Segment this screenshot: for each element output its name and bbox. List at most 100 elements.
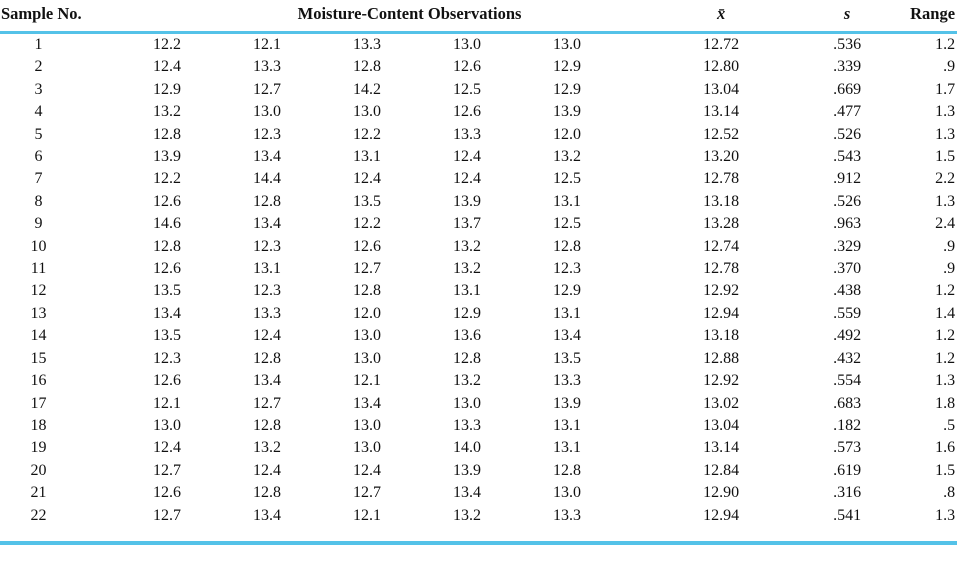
range-cell: 2.4 [935,215,956,233]
observation-cell: 12.2 [153,36,181,53]
range-cell: 1.2 [935,327,956,345]
stddev-cell: .683 [833,394,862,412]
stddev-cell: .536 [833,36,862,53]
sample-no-cell: 13 [30,304,47,322]
range-cell: 2.2 [935,170,956,188]
stddev-cell: .963 [833,215,862,233]
sample-no-cell: 9 [34,215,43,233]
observation-cell: 13.4 [153,304,181,322]
range-cell: 1.6 [935,439,956,457]
table-row: 11 12.6 13.1 12.7 13.2 12.3 12.78 .370 .9 [0,258,957,280]
observation-cell: 12.9 [553,58,582,76]
range-cell: .5 [943,416,956,434]
range-cell: 1.5 [935,148,956,166]
observation-cell: 13.1 [553,416,582,434]
observation-cell: 12.2 [153,170,181,188]
observation-cell: 12.4 [153,439,181,457]
observation-cell: 13.3 [253,304,281,322]
observation-cell: 12.4 [353,461,381,479]
sample-no-cell: 12 [30,282,47,300]
observation-cell: 12.4 [153,58,181,76]
observation-cell: 12.2 [353,215,381,233]
table-row: 1 12.2 12.1 13.3 13.0 13.0 12.72 .536 1.2 [0,33,957,57]
range-cell: 1.3 [935,103,956,121]
mean-cell: 12.94 [703,506,740,524]
mean-cell: 12.72 [703,36,740,53]
observation-cell: 13.6 [453,327,481,345]
observation-cell: 12.7 [353,260,381,278]
table-row: 20 12.7 12.4 12.4 13.9 12.8 12.84 .619 1.5 [0,460,957,482]
range-cell: 1.4 [935,304,956,322]
observation-cell: 12.8 [253,192,281,210]
observation-cell: 13.5 [153,327,181,345]
table-row: 12 13.5 12.3 12.8 13.1 12.9 12.92 .438 1.2 [0,280,957,302]
observation-cell: 12.6 [453,58,481,76]
stddev-cell: .477 [833,103,862,121]
observation-cell: 12.9 [553,282,582,300]
observation-cell: 13.0 [253,103,281,121]
mean-cell: 12.90 [703,484,740,502]
stddev-cell: .182 [833,416,862,434]
observation-cell: 13.1 [353,148,381,166]
observation-cell: 13.0 [153,416,181,434]
observation-cell: 13.0 [453,394,481,412]
range-cell: 1.2 [935,282,956,300]
observation-cell: 13.5 [153,282,181,300]
observation-cell: 12.3 [553,260,582,278]
observation-cell: 13.1 [453,282,481,300]
observation-cell: 14.2 [353,80,381,98]
observation-cell: 12.1 [353,506,381,524]
mean-cell: 12.78 [703,260,740,278]
range-cell: 1.2 [935,349,956,367]
observation-cell: 12.8 [253,349,281,367]
stddev-cell: .573 [833,439,862,457]
observation-cell: 13.3 [453,125,481,143]
observation-cell: 13.5 [553,349,582,367]
stddev-cell: .339 [833,58,862,76]
observation-cell: 12.9 [453,304,481,322]
range-cell: 1.8 [935,394,956,412]
mean-cell: 13.04 [703,416,740,434]
observation-cell: 13.0 [553,484,582,502]
observation-cell: 12.4 [453,148,481,166]
stddev-cell: .526 [833,125,862,143]
observation-cell: 12.6 [153,484,181,502]
observation-cell: 13.4 [353,394,381,412]
observation-cell: 13.0 [353,439,381,457]
range-cell: 1.3 [935,125,956,143]
table-row: 5 12.8 12.3 12.2 13.3 12.0 12.52 .526 1.3 [0,124,957,146]
range-cell: .9 [943,260,956,278]
sample-no-cell: 10 [30,237,47,255]
observation-cell: 12.1 [153,394,181,412]
observation-cell: 12.0 [353,304,381,322]
observation-cell: 12.3 [253,282,281,300]
observation-cell: 12.1 [353,372,381,390]
observation-cell: 12.8 [153,237,181,255]
observation-cell: 13.0 [353,327,381,345]
observation-cell: 13.4 [253,506,281,524]
observation-cell: 12.6 [353,237,381,255]
mean-cell: 12.74 [703,237,740,255]
observation-cell: 13.9 [153,148,181,166]
mean-cell: 13.04 [703,80,740,98]
stddev-cell: .316 [833,484,862,502]
observation-cell: 13.9 [453,192,481,210]
mean-cell: 12.84 [703,461,740,479]
sample-no-cell: 15 [30,349,47,367]
observation-cell: 13.4 [253,215,281,233]
table-row: 16 12.6 13.4 12.1 13.2 13.3 12.92 .554 1.3 [0,370,957,392]
mean-cell: 13.14 [703,439,740,457]
table-row: 4 13.2 13.0 13.0 12.6 13.9 13.14 .477 1.3 [0,101,957,123]
mean-cell: 13.02 [703,394,740,412]
observation-cell: 12.5 [553,215,582,233]
mean-cell: 13.18 [703,327,740,345]
sample-no-cell: 19 [30,439,47,457]
sample-no-cell: 18 [30,416,47,434]
observation-cell: 12.6 [453,103,481,121]
observation-cell: 14.6 [153,215,181,233]
header-row: Sample No. Moisture-Content Observations… [0,0,958,33]
observation-cell: 13.1 [553,304,582,322]
sample-no-cell: 11 [30,260,47,278]
table-row: 7 12.2 14.4 12.4 12.4 12.5 12.78 .912 2.2 [0,168,957,190]
observation-cell: 12.3 [153,349,181,367]
